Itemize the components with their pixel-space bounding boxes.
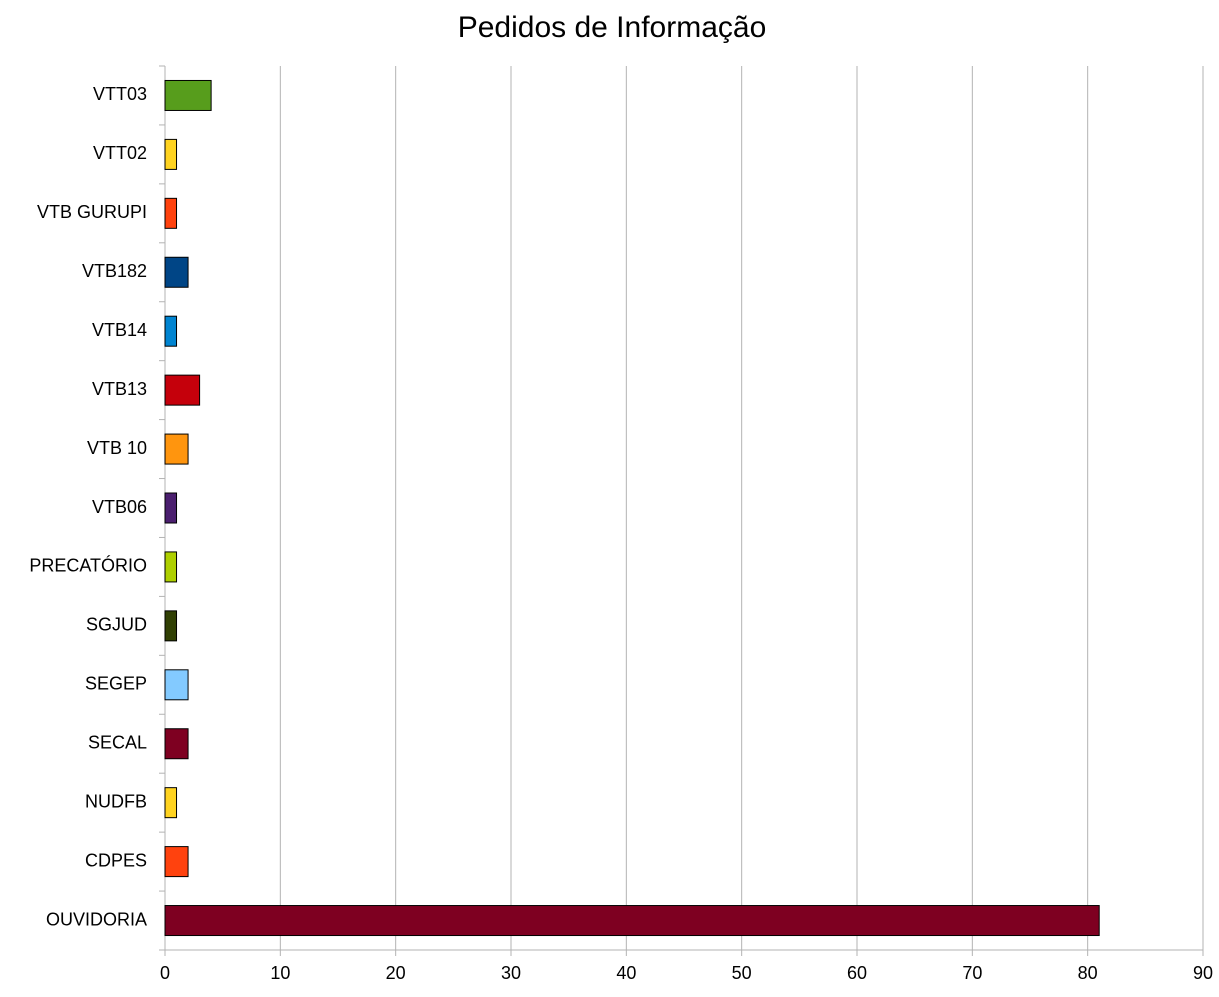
x-tick-label: 40 <box>616 963 636 983</box>
bar <box>164 197 178 229</box>
y-tick-label: VTB14 <box>92 320 147 340</box>
bar <box>164 728 189 760</box>
y-tick-label: CDPES <box>85 850 147 870</box>
y-tick-label: SECAL <box>88 732 147 752</box>
chart-title: Pedidos de Informação <box>458 11 767 44</box>
bar <box>164 551 178 583</box>
x-tick-label: 70 <box>962 963 982 983</box>
x-tick-label: 90 <box>1193 963 1213 983</box>
y-tick-label: SGJUD <box>86 615 147 635</box>
y-tick-label: OUVIDORIA <box>46 909 147 929</box>
bar <box>164 492 178 524</box>
x-tick-label: 30 <box>501 963 521 983</box>
x-tick-label: 10 <box>270 963 290 983</box>
bar <box>164 787 178 819</box>
y-tick-label: VTB182 <box>82 261 147 281</box>
bar <box>164 669 189 701</box>
y-tick-label: VTT03 <box>93 84 147 104</box>
x-tick-label: 80 <box>1078 963 1098 983</box>
bar <box>164 256 189 288</box>
y-tick-label: PRECATÓRIO <box>29 555 147 576</box>
y-tick-label: VTT02 <box>93 143 147 163</box>
x-tick-label: 50 <box>732 963 752 983</box>
bar <box>164 315 178 347</box>
y-tick-label: VTB GURUPI <box>37 202 147 222</box>
bar <box>164 610 178 642</box>
y-tick-label: VTB06 <box>92 497 147 517</box>
y-tick-label: SEGEP <box>85 674 147 694</box>
x-tick-label: 20 <box>386 963 406 983</box>
y-tick-label: VTB 10 <box>87 438 147 458</box>
bar <box>164 138 178 170</box>
bar <box>164 905 1100 937</box>
x-tick-label: 0 <box>160 963 170 983</box>
y-tick-label: NUDFB <box>85 791 147 811</box>
bar <box>164 846 189 878</box>
x-tick-label: 60 <box>847 963 867 983</box>
bar <box>164 374 201 406</box>
bar <box>164 433 189 465</box>
y-tick-label: VTB13 <box>92 379 147 399</box>
bar <box>164 79 212 111</box>
